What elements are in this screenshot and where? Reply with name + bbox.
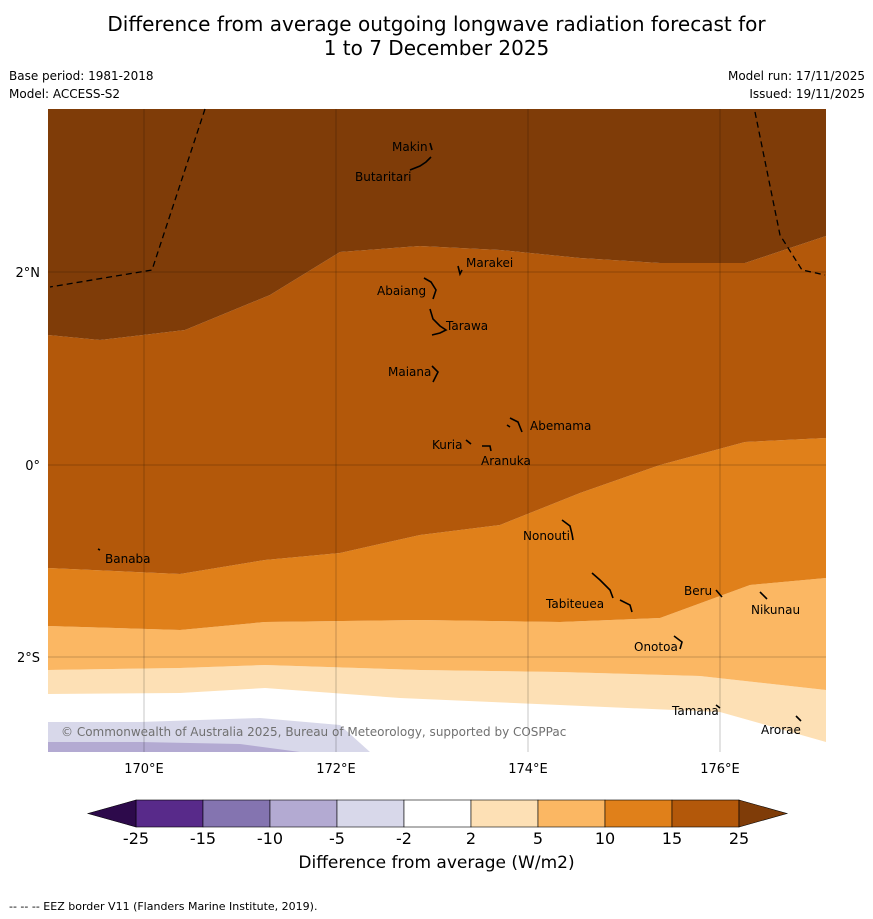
island-nikunau-shape (759, 591, 768, 600)
island-onotoa-shape (673, 635, 683, 650)
island-tamana-shape (715, 704, 721, 709)
label-butaritari: Butaritari (355, 170, 412, 184)
island-abemama-shape (506, 417, 523, 433)
island-tarawa-shape (429, 308, 448, 336)
island-butaritari-shape (409, 156, 432, 171)
copyright-notice: © Commonwealth of Australia 2025, Bureau… (61, 725, 566, 739)
legend-tick-2: -10 (257, 829, 283, 848)
band-over-25 (48, 109, 826, 340)
legend-tick-7: 10 (595, 829, 615, 848)
label-beru: Beru (684, 584, 712, 598)
label-kuria: Kuria (432, 438, 463, 452)
island-beru-shape (715, 589, 723, 598)
base-period: Base period: 1981-2018 (9, 69, 154, 83)
lon-label-176e: 176°E (700, 762, 740, 777)
legend-swatch-8 (671, 799, 740, 828)
label-onotoa: Onotoa (634, 640, 678, 654)
shaded-bands (48, 109, 826, 752)
island-tabiteuea-shape (591, 572, 633, 613)
lon-label-174e: 174°E (508, 762, 548, 777)
band-10-15 (48, 438, 826, 630)
legend-tick-3: -5 (329, 829, 345, 848)
legend-tick-1: -15 (190, 829, 216, 848)
legend-tick-4: -2 (396, 829, 412, 848)
model-run: Model run: 17/11/2025 (727, 69, 865, 83)
island-banaba-shape (97, 548, 101, 551)
map-title: Difference from average outgoing longwav… (0, 12, 873, 60)
band-15-25 (48, 236, 826, 574)
legend-swatch-1 (202, 799, 271, 828)
longitude-labels: 170°E 172°E 174°E 176°E (124, 762, 740, 777)
island-marakei-shape (457, 265, 463, 277)
issued-date: Issued: 19/11/2025 (749, 87, 865, 101)
island-kuria-shape (465, 439, 472, 445)
legend-swatch-5 (470, 799, 539, 828)
island-maiana-shape (431, 365, 439, 383)
eez-borders (49, 108, 826, 288)
island-labels: Makin Butaritari Marakei Abaiang Tarawa … (105, 140, 801, 737)
label-nonouti: Nonouti (523, 529, 570, 543)
label-nikunau: Nikunau (751, 603, 800, 617)
legend-tick-5: 2 (466, 829, 476, 848)
label-tarawa: Tarawa (445, 319, 488, 333)
legend-arrow-low (86, 799, 137, 828)
label-arorae: Arorae (761, 723, 801, 737)
legend-swatch-7 (604, 799, 673, 828)
legend-swatch-4 (403, 799, 472, 828)
label-banaba: Banaba (105, 552, 151, 566)
lon-label-170e: 170°E (124, 762, 164, 777)
graticule (48, 109, 826, 752)
latitude-labels: 2°N 0° 2°S (16, 266, 41, 666)
title-line-2: 1 to 7 December 2025 (323, 36, 550, 60)
legend-tick-8: 15 (662, 829, 682, 848)
band-mid-purple (48, 742, 300, 752)
legend-swatch-3 (336, 799, 405, 828)
lat-label-2s: 2°S (17, 651, 40, 666)
label-aranuka: Aranuka (481, 454, 531, 468)
island-nonouti-shape (561, 519, 574, 541)
eez-border-east (754, 111, 826, 276)
eez-border-note: -- -- -- EEZ border V11 (Flanders Marine… (9, 900, 318, 913)
label-tabiteuea: Tabiteuea (545, 597, 604, 611)
label-abaiang: Abaiang (377, 284, 426, 298)
island-arorae-shape (795, 715, 802, 722)
legend-swatch-6 (537, 799, 606, 828)
model-name: Model: ACCESS-S2 (9, 87, 121, 101)
legend-swatch-0 (135, 799, 204, 828)
lat-label-0: 0° (25, 459, 40, 474)
label-maiana: Maiana (388, 365, 431, 379)
lat-label-2n: 2°N (16, 266, 41, 281)
island-aranuka-shape (482, 445, 492, 452)
title-line-1: Difference from average outgoing longwav… (107, 12, 766, 36)
legend-swatch-2 (269, 799, 338, 828)
label-makin: Makin (392, 140, 428, 154)
island-outlines (97, 142, 802, 722)
legend-tick-0: -25 (123, 829, 149, 848)
band-2-5 (48, 665, 826, 742)
island-makin-shape (429, 142, 433, 151)
legend-arrow-high (738, 799, 789, 828)
legend-title: Difference from average (W/m2) (298, 853, 575, 873)
legend-tick-6: 5 (533, 829, 543, 848)
label-tamana: Tamana (671, 704, 719, 718)
color-legend: -25 -15 -10 -5 -2 2 5 10 15 25 (86, 799, 789, 848)
label-marakei: Marakei (466, 256, 513, 270)
island-abaiang-shape (423, 277, 437, 300)
legend-tick-9: 25 (729, 829, 749, 848)
band-5-10 (48, 578, 826, 690)
lon-label-172e: 172°E (316, 762, 356, 777)
label-abemama: Abemama (530, 419, 591, 433)
